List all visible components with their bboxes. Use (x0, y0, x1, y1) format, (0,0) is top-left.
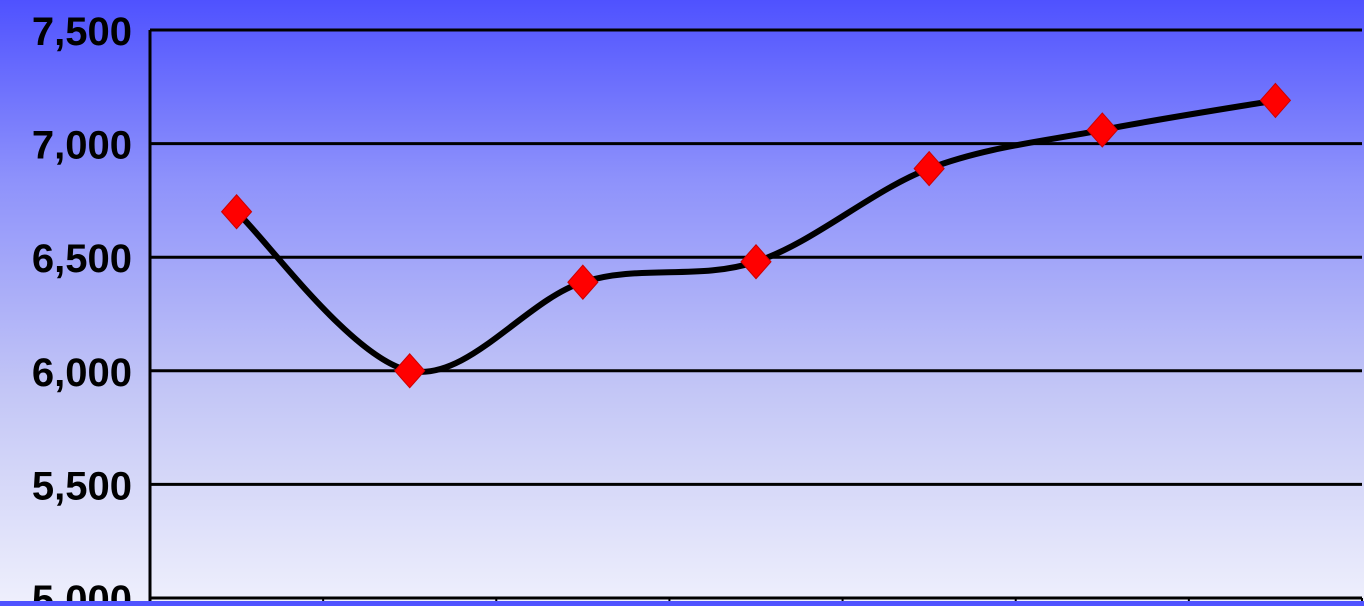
data-point-marker (1259, 82, 1292, 119)
y-tick-label: 6,500 (32, 237, 132, 281)
data-point-marker (913, 150, 945, 187)
y-tick-label: 7,500 (32, 10, 132, 54)
markers (220, 82, 1292, 389)
data-point-marker (740, 243, 772, 280)
y-tick-label: 6,000 (32, 351, 132, 395)
series (234, 97, 1276, 375)
y-tick-label: 7,000 (32, 124, 132, 168)
data-point-marker (394, 353, 426, 389)
data-point-marker (1086, 112, 1118, 148)
y-tick-label: 5,500 (32, 464, 132, 508)
series-line (234, 97, 1276, 375)
y-tick-labels: 5,000 5,500 6,000 6,500 7,000 7,500 (32, 10, 132, 606)
data-point-marker (567, 264, 599, 300)
y-tick-label: 5,000 (32, 578, 132, 601)
data-point-marker (220, 194, 253, 230)
